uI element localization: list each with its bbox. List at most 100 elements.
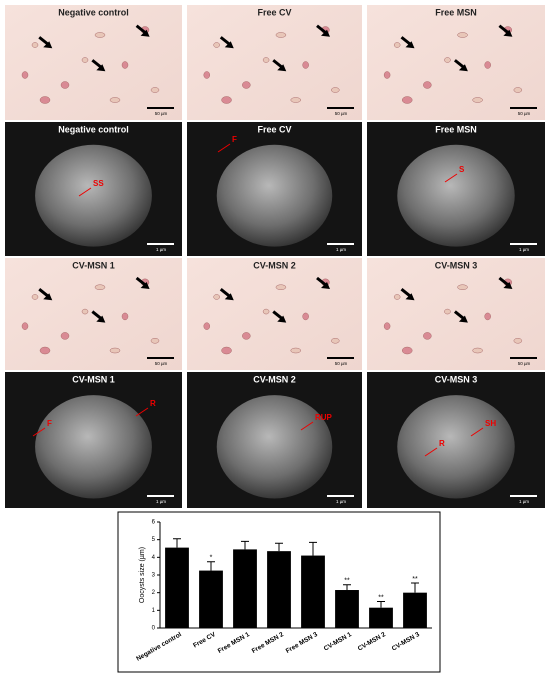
cell	[60, 81, 70, 89]
pointer	[217, 143, 231, 153]
cell	[484, 312, 491, 321]
arrow-head	[503, 29, 513, 37]
y-tick-label: 3	[152, 573, 156, 579]
scale-label: 50 µm	[155, 111, 168, 116]
panel-title: CV-MSN 3	[435, 374, 478, 384]
arrow-head	[224, 41, 234, 49]
y-tick-label: 5	[152, 537, 156, 543]
cell	[94, 284, 106, 290]
bar	[335, 590, 359, 628]
error-bar	[343, 584, 351, 591]
scale-label: 50 µm	[335, 361, 348, 366]
significance-mark: *	[210, 555, 213, 562]
error-bar	[411, 582, 419, 593]
bar	[403, 592, 427, 628]
panel-title: CV-MSN 3	[435, 260, 478, 270]
pointer	[32, 427, 46, 437]
y-tick-label: 1	[152, 608, 156, 614]
cell	[31, 294, 39, 300]
error-bar	[309, 541, 317, 556]
image-label: R	[439, 439, 445, 448]
pointer	[424, 447, 438, 457]
cell	[472, 97, 483, 103]
cell	[513, 338, 523, 344]
significance-mark: **	[378, 594, 384, 601]
oocyst	[216, 395, 333, 499]
arrow-head	[43, 41, 53, 49]
oocyst	[35, 144, 152, 247]
scale-label: 1 µm	[519, 499, 529, 504]
oocyst	[397, 144, 515, 247]
error-bar	[241, 540, 249, 550]
arrow-head	[96, 315, 106, 323]
panel-title: Free MSN	[435, 7, 477, 17]
cell	[290, 347, 302, 354]
cell	[331, 87, 340, 93]
scale-label: 50 µm	[155, 361, 168, 366]
cell	[21, 322, 29, 330]
scale-label: 50 µm	[518, 111, 531, 116]
bar	[369, 607, 393, 628]
cell	[221, 346, 232, 355]
panel-title: Negative control	[58, 124, 129, 134]
image-label: F	[47, 419, 52, 428]
panel-title: Free CV	[257, 7, 291, 17]
cell	[423, 81, 432, 89]
image-label: SS	[93, 179, 104, 188]
cell	[457, 32, 468, 38]
cell	[302, 312, 309, 321]
cell	[221, 96, 232, 104]
image-label: S	[459, 165, 465, 174]
pointer	[78, 187, 92, 197]
cell	[121, 312, 129, 321]
error-bar	[207, 561, 215, 571]
cell	[401, 96, 413, 104]
cell	[331, 338, 340, 344]
image-label: RUP	[315, 413, 333, 422]
cell	[21, 71, 29, 79]
arrow-head	[224, 293, 234, 301]
arrow-head	[321, 29, 330, 37]
arrow-head	[96, 64, 106, 72]
arrow-head	[277, 64, 287, 72]
cell	[94, 32, 106, 38]
cell	[275, 32, 287, 38]
arrow-head	[140, 29, 150, 37]
arrow-head	[458, 315, 468, 323]
significance-mark: **	[412, 576, 418, 583]
cell	[150, 338, 160, 344]
cell	[423, 332, 432, 340]
y-axis-label: Oocysts size (µm)	[139, 547, 146, 603]
oocyst	[216, 144, 333, 247]
arrow-head	[405, 293, 415, 301]
y-tick-label: 4	[152, 555, 156, 561]
cell	[39, 96, 51, 104]
cell	[290, 97, 302, 103]
cell	[109, 347, 121, 354]
image-label: R	[150, 399, 156, 408]
cell	[302, 61, 309, 69]
cell	[39, 346, 51, 355]
cell	[81, 308, 89, 315]
scale-label: 1 µm	[336, 499, 346, 504]
y-tick-label: 2	[152, 590, 156, 596]
error-bar	[173, 538, 181, 548]
cell	[60, 332, 70, 340]
arrow-head	[277, 315, 287, 323]
bar	[267, 551, 291, 628]
cell	[393, 42, 401, 48]
cell	[444, 308, 451, 315]
cell	[262, 308, 270, 315]
bar	[233, 549, 257, 628]
cell	[393, 294, 401, 300]
error-bar	[377, 601, 385, 608]
scale-label: 1 µm	[156, 247, 166, 252]
arrow-head	[458, 64, 468, 72]
arrow-head	[503, 282, 513, 289]
panel-title: Free CV	[257, 124, 291, 134]
arrow-head	[405, 41, 415, 49]
scale-label: 1 µm	[336, 247, 346, 252]
pointer	[300, 421, 314, 431]
cell	[513, 87, 523, 93]
cell	[213, 42, 220, 48]
